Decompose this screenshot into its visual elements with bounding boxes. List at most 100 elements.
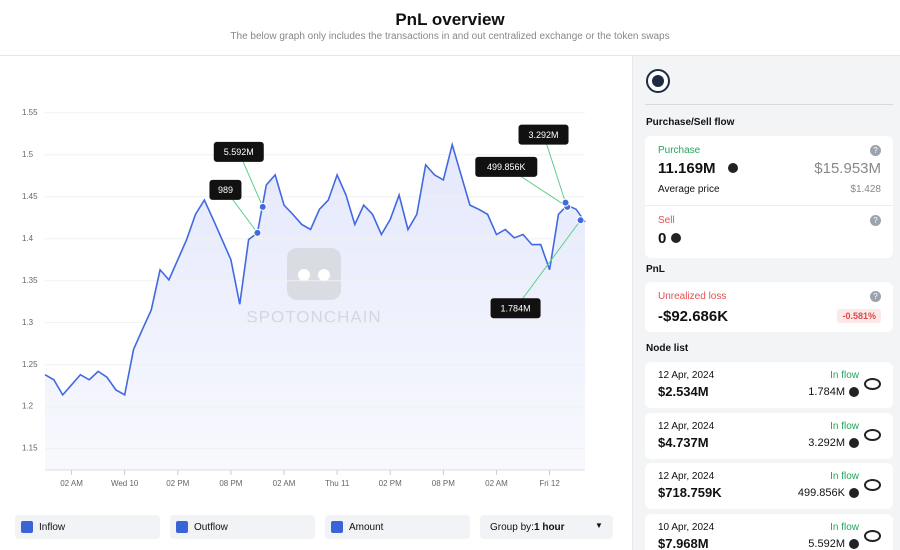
avg-label: Average price [658, 184, 720, 195]
node-amount: 5.592M [808, 537, 845, 550]
hide-toggle[interactable] [864, 479, 881, 491]
purchase-label: Purchase [658, 145, 701, 156]
node-date: 12 Apr, 2024 [658, 420, 715, 432]
x-tick-label: Wed 10 [111, 479, 139, 488]
y-tick-label: 1.25 [22, 360, 38, 369]
y-tick-label: 1.3 [22, 318, 34, 327]
hide-toggle[interactable] [864, 428, 881, 441]
pnl-card: Unrealized loss ? -$92.686K -0.581% [645, 282, 893, 332]
help-icon[interactable]: ? [870, 215, 881, 226]
node-card: 10 Apr, 2024 In flow $7.968M 5.592M [645, 513, 893, 550]
y-tick-label: 1.2 [22, 402, 34, 411]
checkbox[interactable] [331, 521, 343, 533]
node-usd: $2.534M [658, 384, 709, 399]
node-kind: In flow [830, 420, 859, 432]
annotation-label: 3.292M [529, 130, 559, 140]
node-card: 12 Apr, 2024 In flow $4.737M 3.292M [645, 412, 893, 459]
y-tick-label: 1.35 [22, 276, 38, 285]
label: Amount [349, 522, 384, 533]
x-tick-label: 02 PM [166, 479, 189, 488]
node-usd: $7.968M [658, 535, 709, 550]
pnl-value: -$92.686K [658, 308, 729, 325]
annotation-leader [515, 219, 581, 309]
checkbox[interactable] [21, 521, 33, 533]
help-icon[interactable]: ? [870, 291, 881, 302]
pnl-label: Unrealized loss [658, 291, 727, 302]
area [45, 144, 585, 470]
annotation-point [561, 198, 570, 207]
hide-toggle[interactable] [864, 378, 881, 390]
annotation-box [213, 141, 264, 162]
avg-price: $1.428 [850, 184, 881, 195]
node-card: 12 Apr, 2024 In flow $2.534M 1.784M [645, 362, 893, 408]
annotation-box [209, 179, 242, 200]
x-tick-label: Fri 12 [539, 479, 560, 488]
section-title: PnL [646, 264, 665, 275]
inflow-toggle[interactable]: Inflow [15, 515, 160, 539]
node-amount: 499.856K [797, 487, 845, 499]
divider [645, 104, 893, 105]
token-icon [728, 163, 738, 173]
node-usd: $4.737M [658, 434, 709, 450]
flow-card: Purchase ? 11.169M $15.953M Average pric… [645, 136, 893, 258]
subtitle: The below graph only includes the transa… [230, 31, 670, 42]
y-tick-label: 1.4 [22, 234, 34, 243]
annotation-label: 989 [218, 185, 233, 195]
annotation-box [475, 156, 538, 177]
chart: SPOTONCHAIN 1.15 1.2 1.25 1.3 1.35 1.4 1.45 1.5… [22, 108, 586, 488]
annotation-label: 1.784M [501, 304, 531, 314]
divider [645, 205, 893, 206]
node-card: 12 Apr, 2024 In flow $718.759K 499.856K [645, 463, 893, 509]
amount-toggle[interactable]: Amount [325, 515, 470, 539]
x-tick-label: 08 PM [432, 479, 455, 488]
node-date: 12 Apr, 2024 [658, 370, 715, 381]
y-tick-label: 1.5 [22, 150, 34, 159]
node-kind: In flow [830, 471, 859, 482]
node-kind: In flow [830, 521, 859, 533]
token-icon [849, 437, 859, 448]
node-kind: In flow [830, 370, 859, 381]
x-tick-label: 02 AM [60, 479, 83, 488]
help-icon[interactable]: ? [870, 145, 881, 156]
sell-amount: 0 [658, 230, 667, 247]
token-icon [849, 488, 859, 498]
token-icon [646, 69, 670, 93]
checkbox[interactable] [176, 521, 188, 533]
annotation-point [258, 202, 267, 211]
side-panel: Purchase/Sell flow Purchase ? 11.169M $1… [632, 56, 900, 550]
y-tick-label: 1.55 [22, 108, 38, 117]
y-tick-label: 1.45 [22, 192, 38, 201]
section-title: Purchase/Sell flow [646, 117, 735, 128]
node-date: 12 Apr, 2024 [658, 471, 715, 482]
watermark: SPOTONCHAIN [246, 307, 381, 326]
x-tick-label: 08 PM [219, 479, 242, 488]
purchase-amount: 11.169M [658, 160, 716, 177]
node-date: 10 Apr, 2024 [658, 521, 715, 533]
pnl-badge: -0.581% [837, 309, 881, 323]
annotation-label: 499.856K [487, 162, 526, 172]
annotation-point [253, 228, 262, 237]
x-tick-label: 02 AM [485, 479, 508, 488]
outflow-toggle[interactable]: Outflow [170, 515, 315, 539]
token-icon [849, 387, 859, 397]
annotation-label: 5.592M [224, 147, 254, 157]
title: PnL overview [395, 10, 505, 29]
sell-label: Sell [658, 215, 675, 226]
x-tick-label: Thu 11 [325, 479, 350, 488]
y-tick-label: 1.15 [22, 444, 38, 453]
hide-toggle[interactable] [864, 529, 881, 542]
annotation-box [490, 298, 541, 319]
value: 1 hour [534, 522, 565, 533]
group-by[interactable]: Group by: 1 hour ▼ [480, 515, 613, 539]
purchase-usd: $15.953M [814, 160, 881, 177]
divider [0, 55, 900, 56]
dropdown-arrow: ▼ [595, 521, 603, 530]
watermark-logo [287, 248, 341, 300]
annotation-box [518, 124, 569, 145]
node-amount: 1.784M [808, 386, 845, 398]
x-tick-label: 02 PM [379, 479, 402, 488]
token-icon [671, 233, 681, 243]
label: Outflow [194, 522, 228, 533]
x-tick-label: 02 AM [273, 479, 296, 488]
annotation-leader [543, 134, 567, 203]
